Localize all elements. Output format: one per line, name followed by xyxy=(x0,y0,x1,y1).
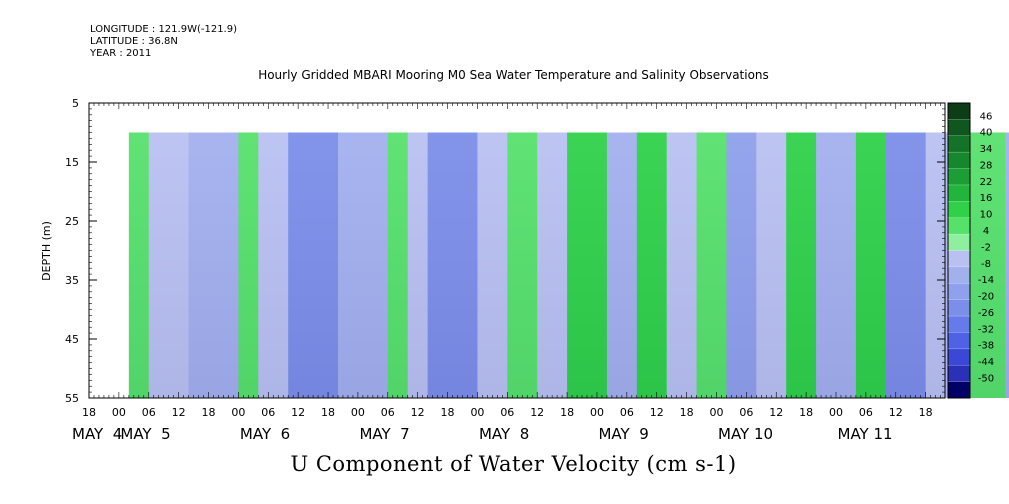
x-day-label: MAY 5 xyxy=(120,425,170,443)
colorbar-label: -2 xyxy=(981,242,991,253)
colorbar-label: 10 xyxy=(980,210,993,221)
x-tick-label: 00 xyxy=(590,406,604,419)
x-tick-label: 06 xyxy=(142,406,156,419)
x-tick-label: 18 xyxy=(799,406,813,419)
colorbar-label: -38 xyxy=(978,341,994,352)
colorbar-swatch xyxy=(948,152,970,169)
x-tick-label: 12 xyxy=(769,406,783,419)
colorbar-swatch xyxy=(948,365,970,382)
x-tick-label: 00 xyxy=(709,406,723,419)
x-tick-label: 12 xyxy=(172,406,186,419)
colorbar-swatch xyxy=(948,283,970,300)
y-tick-label: 35 xyxy=(65,274,79,287)
x-tick-label: 06 xyxy=(739,406,753,419)
colorbar-swatch xyxy=(948,332,970,350)
colorbar-label: -26 xyxy=(978,308,994,319)
colorbar-swatch xyxy=(948,381,970,399)
x-tick-label: 00 xyxy=(829,406,843,419)
colorbar-swatch xyxy=(948,299,970,317)
colorbar-label: 46 xyxy=(980,111,993,122)
x-day-label: MAY 7 xyxy=(359,425,409,443)
x-day-label: MAY 4 xyxy=(72,425,122,443)
x-day-label: MAY 6 xyxy=(240,425,290,443)
colorbar-swatch xyxy=(948,184,970,202)
colorbar-swatch xyxy=(948,316,970,333)
x-day-label: MAY 8 xyxy=(479,425,529,443)
y-tick-label: 45 xyxy=(65,333,79,346)
x-day-label: MAY 9 xyxy=(598,425,648,443)
x-tick-label: 18 xyxy=(919,406,933,419)
colorbar-label: 16 xyxy=(980,193,993,204)
year-label: YEAR : 2011 xyxy=(90,48,152,59)
x-tick-label: 00 xyxy=(231,406,245,419)
x-tick-label: 12 xyxy=(650,406,664,419)
x-tick-label: 12 xyxy=(889,406,903,419)
y-tick-label: 25 xyxy=(65,215,79,228)
x-tick-label: 06 xyxy=(381,406,395,419)
x-tick-label: 12 xyxy=(411,406,425,419)
latitude-label: LATITUDE : 36.8N xyxy=(90,36,178,47)
x-tick-label: 18 xyxy=(680,406,694,419)
colorbar-label: -8 xyxy=(981,259,991,270)
colorbar-swatch xyxy=(948,201,970,219)
longitude-label: LONGITUDE : 121.9W(-121.9) xyxy=(90,24,237,35)
y-axis: 5 15 25 35 45 55 xyxy=(65,97,945,405)
y-axis-title: DEPTH (m) xyxy=(40,221,53,281)
x-day-label: MAY 11 xyxy=(838,425,893,443)
colorbar-swatch xyxy=(948,135,970,153)
colorbar-swatch xyxy=(948,119,970,137)
colorbar-label: 28 xyxy=(980,160,993,171)
x-tick-label: 18 xyxy=(321,406,335,419)
x-tick-label: 18 xyxy=(441,406,455,419)
x-tick-label: 18 xyxy=(560,406,574,419)
chart-title: Hourly Gridded MBARI Mooring M0 Sea Wate… xyxy=(258,68,769,82)
x-day-label: MAY 10 xyxy=(718,425,773,443)
x-tick-label: 12 xyxy=(291,406,305,419)
colorbar: 46 40 34 28 22 16 10 4 -2 -8 -14 -20 -26 -32 -38 -44 -50 xyxy=(947,102,994,399)
x-tick-label: 18 xyxy=(82,406,96,419)
x-tick-label: 06 xyxy=(620,406,634,419)
colorbar-swatch xyxy=(948,266,970,284)
colorbar-label: 22 xyxy=(980,177,993,188)
x-tick-label: 00 xyxy=(112,406,126,419)
colorbar-swatch xyxy=(948,168,970,186)
y-tick-label: 5 xyxy=(72,97,79,110)
colorbar-label: -14 xyxy=(978,275,994,286)
colorbar-swatch xyxy=(948,234,970,251)
x-tick-label: 06 xyxy=(859,406,873,419)
x-tick-label: 18 xyxy=(202,406,216,419)
colorbar-swatch xyxy=(948,348,970,366)
colorbar-swatch xyxy=(948,217,970,235)
x-tick-label: 00 xyxy=(470,406,484,419)
colorbar-label: -44 xyxy=(978,357,994,368)
colorbar-swatch xyxy=(948,103,970,120)
colorbar-swatch xyxy=(948,250,970,268)
colorbar-label: 40 xyxy=(980,128,993,139)
colorbar-label: 34 xyxy=(980,144,993,155)
y-tick-label: 55 xyxy=(65,392,79,405)
x-axis-title: U Component of Water Velocity (cm s-1) xyxy=(290,452,737,476)
x-tick-label: 00 xyxy=(351,406,365,419)
x-tick-label: 06 xyxy=(500,406,514,419)
x-tick-label: 12 xyxy=(530,406,544,419)
colorbar-label: 4 xyxy=(983,226,989,237)
x-axis: 18 00 06 12 18 00 06 12 18 00 06 12 18 00 06 12 18 00 06 12… xyxy=(72,103,941,443)
colorbar-label: -20 xyxy=(978,292,994,303)
colorbar-label: -50 xyxy=(978,374,994,385)
x-tick-label: 06 xyxy=(261,406,275,419)
heatmap-shading xyxy=(128,132,1009,398)
colorbar-label: -32 xyxy=(978,324,994,335)
y-tick-label: 15 xyxy=(65,156,79,169)
